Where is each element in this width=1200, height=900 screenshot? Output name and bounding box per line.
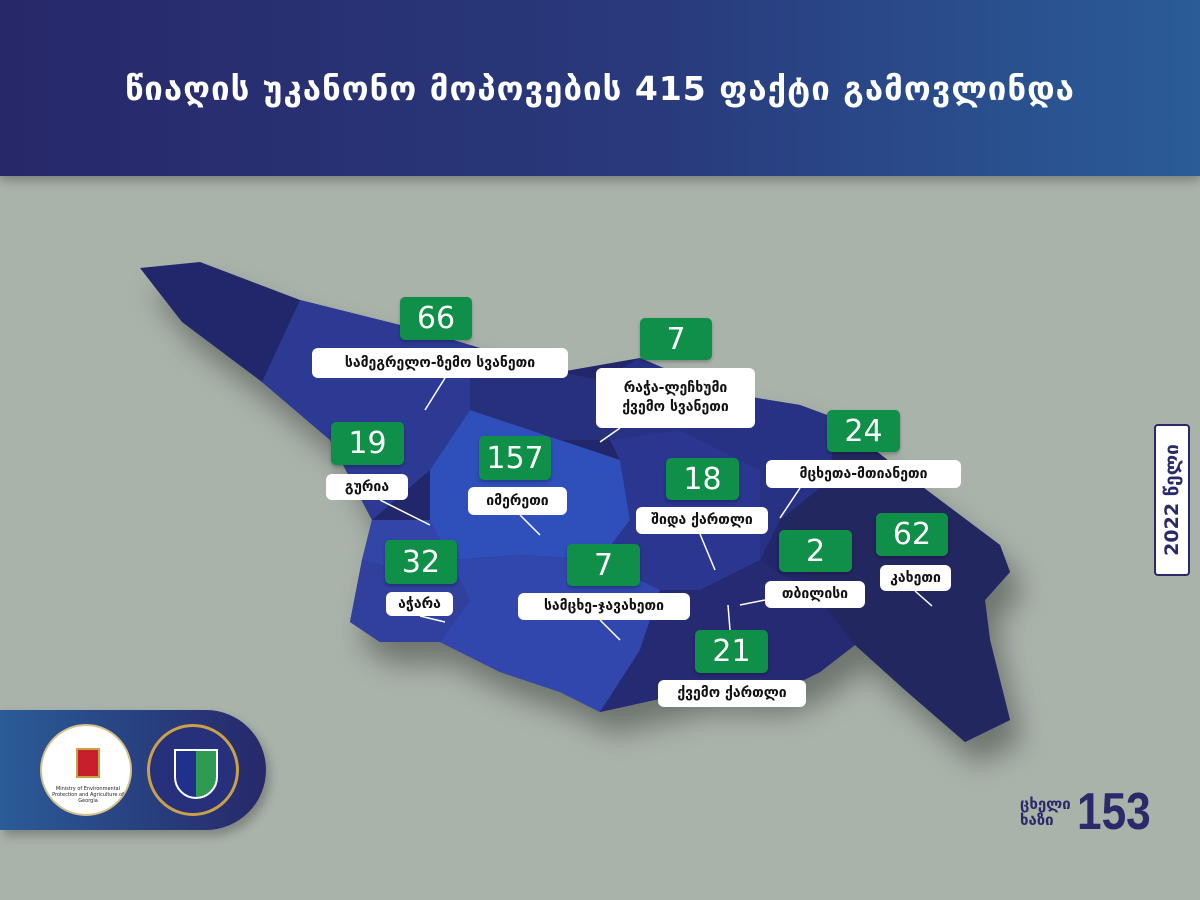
region-name: მცხეთა-მთიანეთი (799, 465, 928, 482)
label-imereti: იმერეთი (468, 487, 567, 515)
count-mtskheta: 24 (827, 410, 900, 452)
count-racha: 7 (640, 318, 712, 360)
region-name: კახეთი (890, 569, 941, 586)
header: წიაღის უკანონო მოპოვების 415 ფაქტი გამოვ… (0, 0, 1200, 176)
label-adjara: აჭარა (386, 592, 453, 616)
count-adjara: 32 (385, 540, 457, 584)
region-name: გურია (344, 478, 390, 495)
region-name: სამცხე-ჯავახეთი (543, 598, 665, 615)
region-name: შიდა ქართლი (651, 512, 753, 529)
label-racha: რაჭა-ლეჩხუმი ქვემო სვანეთი (596, 368, 755, 428)
count-imereti: 157 (479, 436, 551, 480)
region-name: ქვემო ქართლი (677, 685, 787, 702)
hotline-word-2: ხაზი (1020, 811, 1054, 829)
logos-panel: Ministry of Environmental Protection and… (0, 710, 266, 830)
hotline: ცხელი ხაზი 153 (1020, 782, 1164, 842)
agency-seal-logo (147, 724, 239, 816)
leader-lines (379, 377, 933, 641)
hotline-number: 153 (1076, 783, 1151, 841)
region-name: თბილისი (781, 586, 849, 603)
label-shida-kartli: შიდა ქართლი (636, 507, 768, 534)
label-samtskhe: სამცხე-ჯავახეთი (518, 593, 690, 620)
label-kakheti: კახეთი (880, 565, 951, 591)
label-tbilisi: თბილისი (765, 581, 865, 608)
hotline-word-1: ცხელი (1020, 794, 1071, 813)
count-guria: 19 (331, 422, 404, 465)
ministry-seal-logo: Ministry of Environmental Protection and… (40, 724, 132, 816)
count-samegrelo: 66 (400, 297, 472, 340)
region-name-line2: ქვემო სვანეთი (622, 399, 729, 415)
year-text: 2022 წელი (1161, 444, 1184, 556)
label-guria: გურია (326, 474, 408, 500)
label-kvemo-kartli: ქვემო ქართლი (658, 680, 806, 707)
region-name: იმერეთი (486, 492, 549, 509)
page-title: წიაღის უკანონო მოპოვების 415 ფაქტი გამოვ… (125, 68, 1075, 108)
label-mtskheta: მცხეთა-მთიანეთი (766, 460, 961, 488)
count-shida-kartli: 18 (666, 458, 739, 500)
count-kvemo-kartli: 21 (695, 630, 768, 673)
count-tbilisi: 2 (779, 530, 852, 572)
coat-of-arms-icon (76, 748, 100, 778)
region-name: სამეგრელო-ზემო სვანეთი (344, 354, 536, 371)
year-badge: 2022 წელი (1154, 424, 1190, 576)
ministry-caption: Ministry of Environmental Protection and… (52, 786, 124, 804)
count-kakheti: 62 (876, 513, 948, 556)
region-name: აჭარა (398, 595, 441, 612)
region-name: რაჭა-ლეჩხუმი (623, 380, 728, 397)
label-samegrelo: სამეგრელო-ზემო სვანეთი (312, 348, 568, 378)
count-samtskhe: 7 (567, 544, 640, 586)
agency-shield-icon (174, 749, 218, 799)
